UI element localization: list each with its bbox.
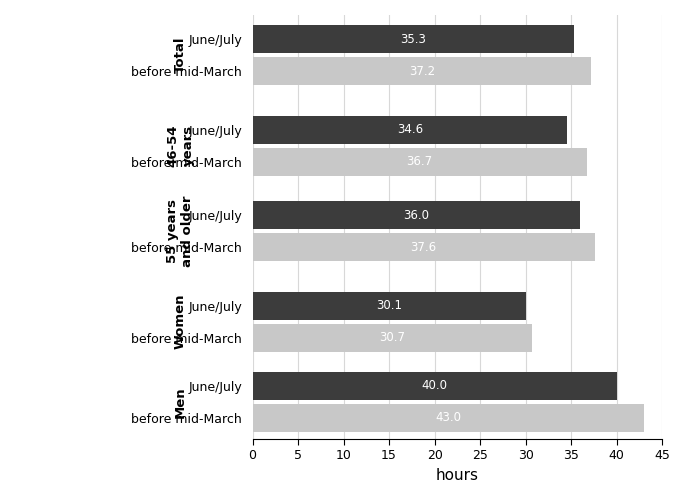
Text: 36.7: 36.7 <box>406 155 433 168</box>
Text: 35.3: 35.3 <box>400 32 426 45</box>
Bar <box>253 292 527 320</box>
Bar <box>253 57 591 85</box>
Bar <box>253 404 644 432</box>
Bar <box>253 324 532 352</box>
Text: 36.0: 36.0 <box>403 209 429 222</box>
Text: 40.0: 40.0 <box>421 379 447 392</box>
Bar <box>253 372 616 399</box>
Bar <box>253 25 574 53</box>
Text: 30.7: 30.7 <box>379 331 406 344</box>
Text: 34.6: 34.6 <box>397 123 423 136</box>
Bar <box>253 116 567 143</box>
X-axis label: hours: hours <box>436 468 479 483</box>
Text: 55 years
and older: 55 years and older <box>166 195 195 267</box>
Bar <box>253 201 580 229</box>
Text: 43.0: 43.0 <box>435 411 461 424</box>
Text: 37.2: 37.2 <box>409 65 435 78</box>
Text: Total: Total <box>174 37 187 73</box>
Text: Men: Men <box>174 386 187 417</box>
Text: Women: Women <box>174 294 187 350</box>
Text: 46-54
years: 46-54 years <box>166 124 195 167</box>
Text: 30.1: 30.1 <box>377 299 403 312</box>
Bar <box>253 148 586 175</box>
Bar <box>253 233 595 261</box>
Text: 37.6: 37.6 <box>410 241 437 253</box>
